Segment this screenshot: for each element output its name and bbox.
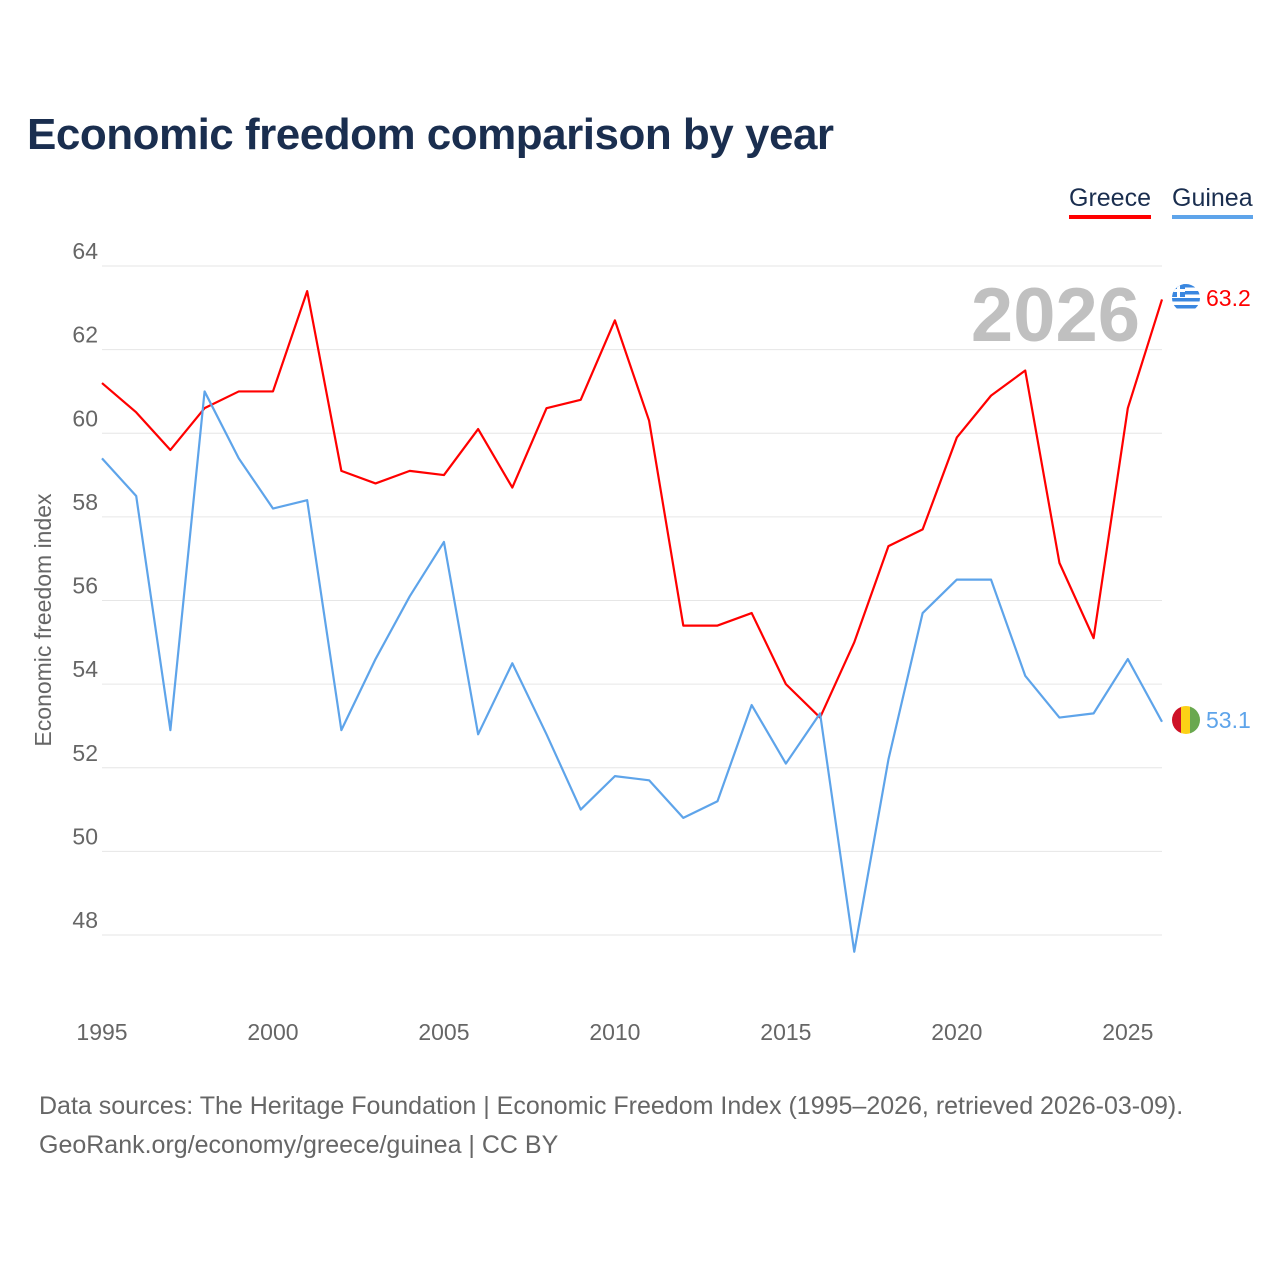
greece-flag-icon: [1172, 284, 1200, 312]
guinea-flag-icon: [1172, 706, 1200, 734]
source-note: Data sources: The Heritage Foundation | …: [39, 1087, 1183, 1165]
guinea-end-label: 53.1: [1206, 707, 1251, 733]
chart-title: Economic freedom comparison by year: [27, 110, 834, 159]
y-tick-label: 62: [72, 322, 98, 348]
y-tick-label: 54: [72, 656, 98, 682]
y-tick-label: 50: [72, 823, 98, 849]
y-tick-label: 56: [72, 573, 98, 599]
y-axis-label: Economic freedom index: [30, 493, 56, 747]
series-line-greece: [101, 289, 1164, 719]
legend-greece[interactable]: Greece: [1069, 184, 1151, 219]
x-tick-label: 1995: [76, 1019, 127, 1045]
source-line-2[interactable]: GeoRank.org/economy/greece/guinea | CC B…: [39, 1131, 559, 1159]
x-tick-label: 2015: [760, 1019, 811, 1045]
y-tick-label: 48: [72, 907, 98, 933]
y-tick-label: 60: [72, 405, 98, 431]
x-tick-label: 2020: [931, 1019, 982, 1045]
y-tick-label: 58: [72, 489, 98, 515]
x-tick-label: 2025: [1102, 1019, 1153, 1045]
year-watermark: 2026: [971, 273, 1140, 358]
series-line-guinea: [101, 390, 1163, 953]
legend-guinea[interactable]: Guinea: [1172, 184, 1253, 219]
greece-end-label: 63.2: [1206, 285, 1251, 311]
y-tick-label: 52: [72, 740, 98, 766]
x-tick-label: 2000: [247, 1019, 298, 1045]
source-line-1: Data sources: The Heritage Foundation | …: [39, 1092, 1184, 1120]
y-tick-label: 64: [72, 238, 98, 264]
x-tick-label: 2005: [418, 1019, 469, 1045]
x-tick-label: 2010: [589, 1019, 640, 1045]
